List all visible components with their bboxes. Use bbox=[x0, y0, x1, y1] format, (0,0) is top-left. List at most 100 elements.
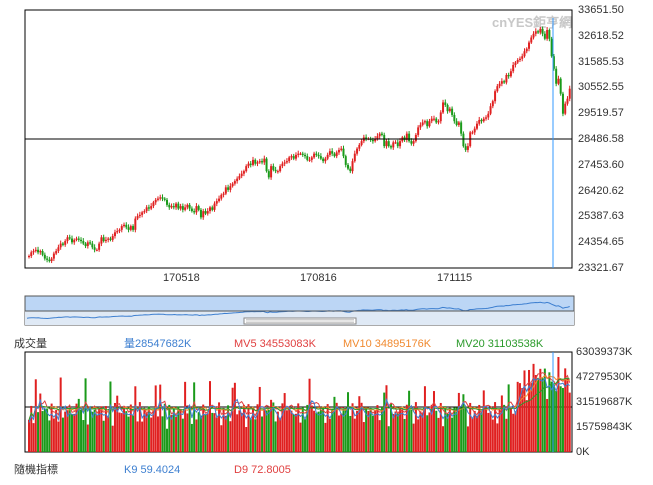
volume-bar bbox=[403, 418, 406, 452]
volume-bar bbox=[141, 421, 144, 452]
candle-body bbox=[34, 249, 37, 252]
candle-body bbox=[193, 211, 196, 213]
candle-body bbox=[331, 151, 334, 154]
volume-bar bbox=[77, 398, 80, 452]
volume-bar bbox=[39, 393, 42, 452]
volume-bar bbox=[70, 414, 73, 452]
volume-bar bbox=[353, 418, 356, 452]
candle-body bbox=[258, 161, 261, 163]
candle-body bbox=[163, 198, 166, 200]
candle-body bbox=[222, 193, 225, 195]
volume-bar bbox=[301, 407, 304, 452]
candle-body bbox=[385, 141, 388, 147]
volume-bar bbox=[500, 395, 503, 452]
volume-bar bbox=[347, 392, 350, 452]
volume-bar bbox=[487, 412, 490, 452]
candle-body bbox=[360, 141, 363, 145]
volume-bar bbox=[256, 404, 259, 452]
candle-body bbox=[451, 108, 454, 115]
candle-body bbox=[267, 171, 270, 178]
volume-bar bbox=[491, 419, 494, 452]
volume-line bbox=[28, 377, 570, 423]
candle-body bbox=[371, 139, 374, 142]
volume-bar bbox=[568, 392, 571, 452]
candle-body bbox=[276, 171, 279, 173]
volume-y-tick-label: 31519687K bbox=[576, 396, 633, 408]
volume-bar bbox=[534, 374, 537, 452]
volume-bar bbox=[136, 421, 139, 452]
volume-bar bbox=[270, 399, 273, 452]
volume-bar bbox=[263, 408, 266, 452]
candle-body bbox=[188, 204, 191, 209]
candle-body bbox=[251, 159, 254, 165]
volume-bar bbox=[378, 420, 381, 452]
volume-bar bbox=[349, 415, 352, 452]
candle-body bbox=[229, 186, 232, 190]
volume-bar bbox=[195, 419, 198, 452]
volume-bar bbox=[446, 413, 449, 452]
volume-bar bbox=[360, 402, 363, 452]
candle-body bbox=[487, 113, 490, 118]
volume-bar bbox=[399, 407, 402, 452]
candle-body bbox=[263, 158, 266, 163]
candle-body bbox=[190, 208, 193, 212]
candle-body bbox=[43, 254, 46, 259]
volume-bar bbox=[177, 406, 180, 452]
volume-bar bbox=[86, 424, 89, 452]
candle-body bbox=[141, 212, 144, 215]
volume-bar bbox=[116, 395, 119, 452]
candle-body bbox=[340, 148, 343, 150]
candle-body bbox=[220, 194, 223, 199]
volume-bar bbox=[471, 417, 474, 452]
volume-bar bbox=[480, 412, 483, 452]
candle-body bbox=[478, 119, 481, 124]
candle-body bbox=[143, 211, 146, 213]
candle-body bbox=[396, 142, 399, 147]
volume-bar bbox=[401, 409, 404, 452]
volume-bar bbox=[494, 402, 497, 452]
volume-bar bbox=[147, 406, 150, 452]
candle-body bbox=[507, 74, 510, 77]
candle-body bbox=[521, 56, 524, 59]
volume-bar bbox=[125, 411, 128, 452]
candle-body bbox=[118, 229, 121, 232]
candle-body bbox=[566, 98, 569, 104]
candle-body bbox=[240, 173, 243, 177]
volume-bar bbox=[523, 370, 526, 452]
candle-body bbox=[68, 237, 71, 239]
candle-body bbox=[496, 86, 499, 92]
price-y-tick-label: 33651.50 bbox=[578, 4, 624, 16]
candle-body bbox=[100, 237, 103, 244]
volume-bar bbox=[197, 412, 200, 452]
candle-body bbox=[376, 136, 379, 139]
candle-body bbox=[550, 38, 553, 57]
volume-bar bbox=[421, 412, 424, 452]
candle-body bbox=[414, 134, 417, 142]
volume-bar bbox=[451, 417, 454, 452]
candle-body bbox=[109, 238, 112, 240]
volume-bar bbox=[238, 410, 241, 452]
candle-body bbox=[347, 164, 350, 169]
volume-bar bbox=[265, 410, 268, 452]
volume-bar bbox=[412, 423, 415, 452]
candle-body bbox=[530, 37, 533, 43]
volume-bar bbox=[496, 423, 499, 452]
candle-body bbox=[455, 121, 458, 125]
volume-bar bbox=[437, 417, 440, 452]
volume-bar bbox=[297, 403, 300, 452]
volume-bar bbox=[410, 409, 413, 452]
volume-bar bbox=[559, 386, 562, 452]
volume-bar bbox=[383, 392, 386, 452]
volume-legend-mv20: MV20 31103538K bbox=[456, 338, 544, 350]
volume-bar bbox=[127, 416, 130, 452]
volume-bar bbox=[236, 414, 239, 452]
candle-body bbox=[552, 56, 555, 69]
candle-body bbox=[127, 227, 130, 230]
volume-bar bbox=[552, 384, 555, 452]
candle-body bbox=[561, 93, 564, 114]
candle-body bbox=[104, 239, 107, 242]
volume-bar bbox=[91, 411, 94, 452]
candle-body bbox=[52, 253, 55, 259]
volume-bar bbox=[390, 403, 392, 452]
candle-body bbox=[175, 203, 178, 208]
